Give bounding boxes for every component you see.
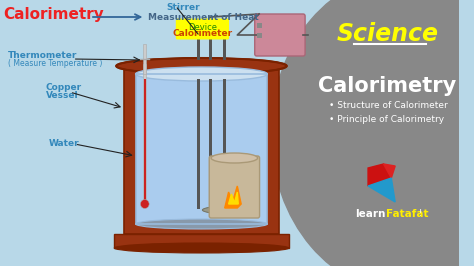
- Polygon shape: [368, 164, 392, 186]
- Text: • Principle of Calorimetry: • Principle of Calorimetry: [329, 114, 445, 123]
- FancyBboxPatch shape: [209, 156, 260, 218]
- Bar: [136, 74, 267, 224]
- Bar: [209, 32, 212, 60]
- Text: Device: Device: [188, 23, 217, 31]
- Text: Water: Water: [48, 139, 79, 148]
- Bar: [256, 33, 263, 38]
- Bar: [136, 74, 267, 224]
- Text: Calorimetry: Calorimetry: [3, 7, 104, 23]
- Text: Stirrer: Stirrer: [166, 2, 200, 11]
- Text: ( Measure Temperature ): ( Measure Temperature ): [8, 59, 102, 68]
- Text: • Structure of Calorimeter: • Structure of Calorimeter: [329, 102, 448, 110]
- Bar: [143, 64, 146, 204]
- Ellipse shape: [116, 58, 287, 74]
- Bar: [144, 79, 146, 204]
- Text: Measurement of Heat: Measurement of Heat: [148, 13, 259, 22]
- Bar: [124, 66, 279, 234]
- Text: Calorimetry: Calorimetry: [319, 76, 456, 96]
- FancyBboxPatch shape: [176, 19, 229, 39]
- Bar: [197, 32, 200, 60]
- Polygon shape: [368, 178, 395, 202]
- Ellipse shape: [271, 0, 474, 266]
- Ellipse shape: [136, 67, 267, 81]
- Ellipse shape: [202, 206, 259, 214]
- Ellipse shape: [136, 219, 267, 229]
- Text: Copper: Copper: [46, 84, 82, 93]
- Polygon shape: [383, 164, 395, 178]
- Ellipse shape: [114, 243, 289, 253]
- Bar: [209, 79, 212, 209]
- FancyBboxPatch shape: [255, 14, 305, 56]
- Polygon shape: [228, 192, 238, 204]
- Text: Fatafat: Fatafat: [386, 209, 429, 219]
- Bar: [223, 79, 226, 209]
- Text: Science: Science: [337, 22, 438, 46]
- Circle shape: [140, 200, 149, 209]
- Text: Thermometer: Thermometer: [8, 51, 77, 60]
- Text: Calorimeter: Calorimeter: [173, 30, 232, 39]
- Bar: [114, 234, 289, 248]
- Bar: [256, 23, 263, 28]
- Polygon shape: [225, 186, 241, 208]
- Bar: [143, 44, 146, 74]
- Text: learn: learn: [355, 209, 385, 219]
- Text: !: !: [419, 210, 422, 218]
- Bar: [197, 79, 200, 209]
- Ellipse shape: [211, 153, 258, 163]
- Text: Vessel: Vessel: [46, 92, 78, 101]
- Bar: [223, 32, 226, 60]
